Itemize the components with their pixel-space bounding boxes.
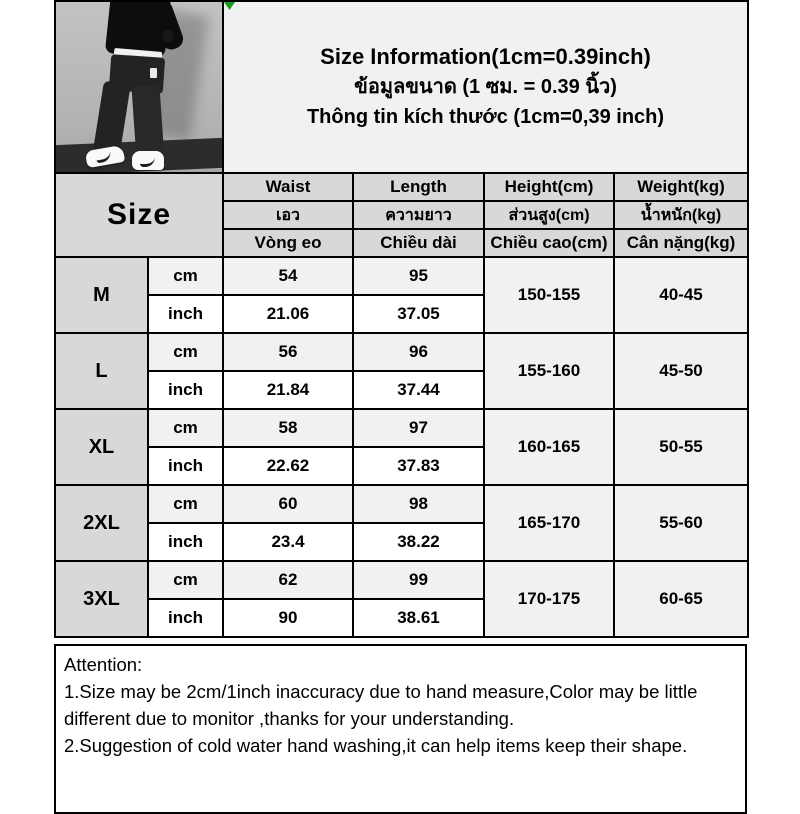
height-range-value: 155-160 — [483, 332, 615, 410]
weight-range-value: 60-65 — [612, 560, 750, 638]
length-inch-value: 37.05 — [352, 294, 485, 334]
sneaker-swoosh-icon — [95, 151, 112, 164]
header-length: Length — [352, 172, 485, 202]
waist-cm-value: 54 — [222, 256, 354, 296]
unit-label-cm: cm — [147, 560, 224, 600]
header-weight: Weight(kg) — [612, 172, 750, 202]
title-english: Size Information(1cm=0.39inch) — [320, 44, 651, 69]
attention-box: Attention: 1.Size may be 2cm/1inch inacc… — [54, 644, 747, 814]
header-height: Height(cm) — [483, 172, 615, 202]
length-cm-value: 95 — [352, 256, 485, 296]
unit-label-inch: inch — [147, 294, 224, 334]
waist-cm-value: 60 — [222, 484, 354, 524]
waist-inch-value: 23.4 — [222, 522, 354, 562]
size-name: XL — [54, 408, 149, 486]
title-cell: Size Information(1cm=0.39inch) ข้อมูลขนา… — [221, 0, 750, 174]
weight-range-value: 55-60 — [612, 484, 750, 562]
header-length-th: ความยาว — [352, 200, 485, 230]
size-name: L — [54, 332, 149, 410]
right-sneaker — [132, 151, 164, 170]
header-height-vi: Chiều cao(cm) — [483, 228, 615, 258]
cell-comment-marker-icon — [225, 3, 235, 10]
size-name: 2XL — [54, 484, 149, 562]
table-row-inch: inch 21.84 37.44 — [55, 370, 748, 410]
height-range-value: 150-155 — [483, 256, 615, 334]
unit-label-inch: inch — [147, 522, 224, 562]
waist-inch-value: 21.84 — [222, 370, 354, 410]
header-height-th: ส่วนสูง(cm) — [483, 200, 615, 230]
table-row-cm: 2XL cm 60 98 165-170 55-60 — [54, 484, 750, 562]
waist-inch-value: 22.62 — [222, 446, 354, 486]
unit-label-cm: cm — [147, 408, 224, 448]
waist-cm-value: 62 — [222, 560, 354, 600]
table-row-inch: inch 90 38.61 — [55, 598, 748, 638]
header-row-thai: เอว ความยาว ส่วนสูง(cm) น้ำหนัก(kg) — [55, 200, 750, 230]
header-waist-vi: Vòng eo — [222, 228, 354, 258]
header-weight-vi: Cân nặng(kg) — [612, 228, 750, 258]
size-header-cell: Size — [54, 172, 224, 258]
size-name: 3XL — [54, 560, 149, 638]
weight-range-value: 50-55 — [612, 408, 750, 486]
unit-label-inch: inch — [147, 446, 224, 486]
attention-line-2: 2.Suggestion of cold water hand washing,… — [64, 735, 688, 756]
size-name: M — [54, 256, 149, 334]
top-row: Size Information(1cm=0.39inch) ข้อมูลขนา… — [54, 0, 750, 174]
size-chart-page: Size Information(1cm=0.39inch) ข้อมูลขนา… — [54, 0, 750, 814]
attention-line-1: 1.Size may be 2cm/1inch inaccuracy due t… — [64, 681, 698, 729]
attention-heading: Attention: — [64, 654, 143, 675]
table-row-inch: inch 21.06 37.05 — [55, 294, 748, 334]
length-cm-value: 99 — [352, 560, 485, 600]
height-range-value: 160-165 — [483, 408, 615, 486]
weight-range-value: 45-50 — [612, 332, 750, 410]
table-row-cm: 3XL cm 62 99 170-175 60-65 — [54, 560, 750, 638]
header-waist: Waist — [222, 172, 354, 202]
length-inch-value: 37.83 — [352, 446, 485, 486]
header-waist-th: เอว — [222, 200, 354, 230]
product-photo — [57, 3, 221, 171]
unit-label-cm: cm — [147, 256, 224, 296]
waist-inch-value: 90 — [222, 598, 354, 638]
unit-label-inch: inch — [147, 598, 224, 638]
header-weight-th: น้ำหนัก(kg) — [612, 200, 750, 230]
table-row-cm: XL cm 58 97 160-165 50-55 — [54, 408, 750, 486]
size-table-head-section: Size Information(1cm=0.39inch) ข้อมูลขนา… — [54, 0, 750, 258]
length-inch-value: 37.44 — [352, 370, 485, 410]
header-row-english: Size Waist Length Height(cm) Weight(kg) — [54, 172, 750, 258]
height-range-value: 170-175 — [483, 560, 615, 638]
header-row-vietnamese: Vòng eo Chiều dài Chiều cao(cm) Cân nặng… — [55, 228, 750, 258]
length-cm-value: 98 — [352, 484, 485, 524]
unit-label-cm: cm — [147, 332, 224, 372]
title-thai: ข้อมูลขนาด (1 ซม. = 0.39 นิ้ว) — [354, 76, 617, 98]
waist-cm-value: 58 — [222, 408, 354, 448]
height-range-value: 165-170 — [483, 484, 615, 562]
header-length-vi: Chiều dài — [352, 228, 485, 258]
length-cm-value: 96 — [352, 332, 485, 372]
pants-tag — [150, 68, 157, 78]
length-inch-value: 38.61 — [352, 598, 485, 638]
weight-range-value: 40-45 — [612, 256, 750, 334]
table-row-inch: inch 23.4 38.22 — [55, 522, 748, 562]
unit-label-cm: cm — [147, 484, 224, 524]
title-vietnamese: Thông tin kích thước (1cm=0,39 inch) — [306, 106, 665, 128]
product-photo-cell — [54, 0, 224, 174]
length-inch-value: 38.22 — [352, 522, 485, 562]
waist-inch-value: 21.06 — [222, 294, 354, 334]
waist-cm-value: 56 — [222, 332, 354, 372]
sneaker-swoosh-icon — [140, 157, 155, 167]
unit-label-inch: inch — [147, 370, 224, 410]
size-table: Size Information(1cm=0.39inch) ข้อมูลขนา… — [54, 0, 750, 638]
model-pants-right-leg — [131, 85, 165, 161]
length-cm-value: 97 — [352, 408, 485, 448]
table-row-inch: inch 22.62 37.83 — [55, 446, 748, 486]
